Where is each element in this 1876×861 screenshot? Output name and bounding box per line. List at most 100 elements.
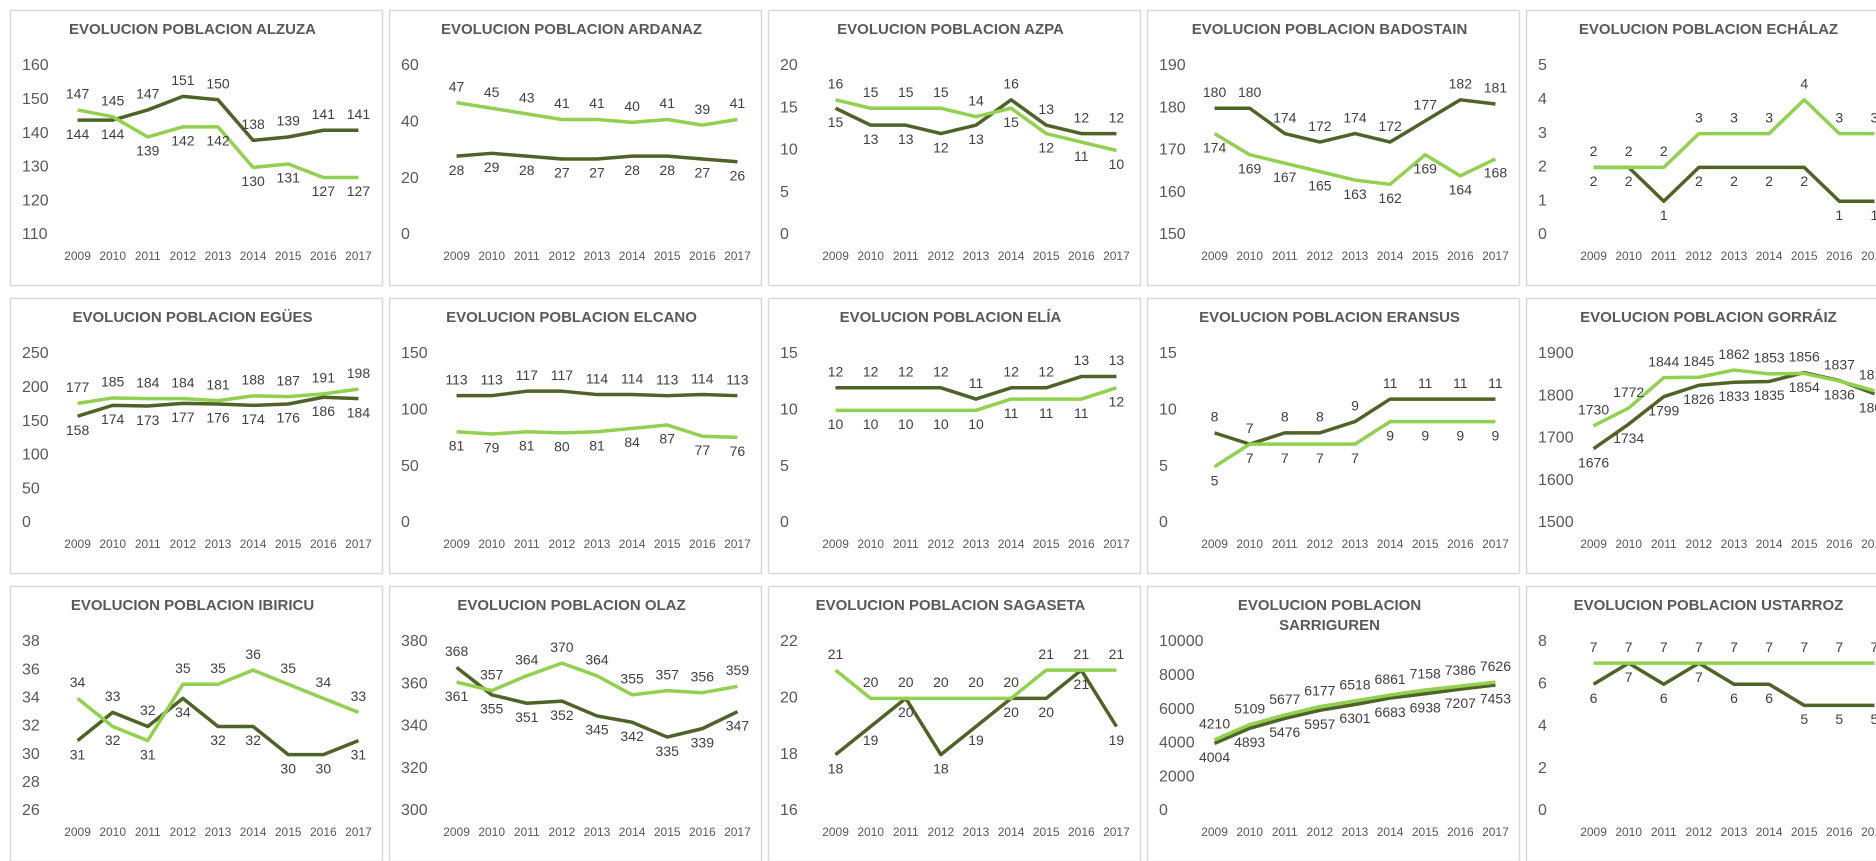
x-tick-label: 2012 [1686,825,1713,839]
panel-border [388,9,763,287]
chart-panel: EVOLUCION POBLACION GORRÁIZ1500160017001… [1525,297,1876,575]
x-tick-label: 2011 [1651,537,1677,551]
x-tick-label: 2017 [345,537,372,551]
data-label: 1676 [1578,454,1609,470]
data-label: 11 [1004,405,1019,421]
data-label: 32 [105,732,121,748]
data-label: 1806 [1859,399,1876,415]
series-line [1214,98,1496,144]
x-tick-label: 2013 [1721,537,1748,551]
data-label: 2 [1625,173,1633,189]
data-label: 12 [1038,139,1054,155]
y-tick-label: 150 [22,91,49,108]
data-label: 13 [1074,352,1090,368]
data-label: 7 [1625,639,1633,655]
x-tick-label: 2010 [1615,249,1642,263]
data-label: 43 [519,90,535,106]
data-label: 131 [277,170,301,186]
data-label: 113 [656,371,679,387]
data-label: 40 [624,98,640,114]
series-line [1213,683,1496,745]
data-label: 11 [1453,375,1468,391]
y-tick-label: 15 [1159,345,1177,362]
data-label: 1835 [1754,387,1785,403]
x-tick-label: 2011 [135,537,161,551]
y-tick-label: 1800 [1538,387,1574,404]
data-label: 6938 [1410,699,1441,715]
y-tick-label: 28 [22,774,40,791]
data-label: 11 [1418,375,1433,391]
x-tick-label: 2009 [1201,825,1228,839]
x-tick-label: 2009 [1580,825,1607,839]
data-label: 8 [1211,409,1219,425]
x-tick-label: 2015 [1791,249,1818,263]
panel-border [1525,585,1876,861]
data-label: 21 [828,646,844,662]
y-tick-label: 4 [1538,718,1547,735]
data-label: 177 [171,409,195,425]
chart-panel: EVOLUCION POBLACION SAGASETA 16 18 20 22 2009… [767,585,1142,861]
x-tick-label: 2009 [822,825,849,839]
x-tick-label: 2011 [893,537,919,551]
data-label: 79 [484,440,500,456]
title-box: EVOLUCION POBLACION USTARROZ [1574,597,1844,614]
x-tick-label: 2011 [893,825,919,839]
data-label: 2 [1730,173,1738,189]
x-tick-label: 2017 [1861,825,1876,839]
x-tick-label: 2014 [998,825,1025,839]
data-label: 1833 [1718,388,1749,404]
y-tick-label: 1700 [1538,430,1574,447]
data-label: 19 [968,732,984,748]
data-label: 1799 [1648,402,1679,418]
data-label: 364 [515,652,539,668]
x-tick-label: 2016 [689,249,716,263]
data-label: 180 [1238,84,1262,100]
y-tick-label: 380 [401,633,428,650]
x-tick-label: 2014 [240,825,267,839]
title-box: EVOLUCION POBLACION OLAZ [457,597,685,614]
chart-title: EVOLUCION POBLACION IBIRICU [70,597,315,614]
data-label: 13 [898,131,914,147]
data-label: 177 [66,379,90,395]
y-tick-label: 160 [1159,184,1186,201]
chart-panel: EVOLUCION POBLACION IBIRICU 26 28 30 32 34 36 3… [9,585,384,861]
data-label: 41 [589,95,605,111]
data-label: 5957 [1304,716,1335,732]
x-tick-label: 2010 [99,825,126,839]
x-tick-label: 2013 [1342,825,1369,839]
data-label: 80 [554,439,570,455]
series-line [77,387,359,406]
title-box: EVOLUCION POBLACION SAGASETA [816,597,1086,614]
data-label: 347 [726,717,750,733]
data-label: 33 [105,688,121,704]
data-label: 2 [1590,143,1598,159]
y-tick-label: 38 [22,633,40,650]
title-box: EVOLUCION POBLACION ALZUZA [69,21,316,38]
x-tick-label: 2010 [478,537,505,551]
x-tick-label: 2015 [1033,825,1060,839]
data-label: 12 [863,364,879,380]
x-tick-label: 2012 [170,249,197,263]
data-label: 172 [1308,118,1332,134]
data-label: 6301 [1339,710,1370,726]
data-label: 177 [1414,97,1438,113]
data-label: 5 [1871,711,1876,727]
x-tick-label: 2015 [654,825,681,839]
title-box: EVOLUCION POBLACION BADOSTAIN [1191,21,1468,38]
x-tick-label: 2010 [1615,825,1642,839]
x-tick-label: 2011 [135,825,161,839]
data-label: 3 [1835,109,1843,125]
y-tick-label: 340 [401,718,428,735]
data-label: 184 [171,374,195,390]
data-label: 18 [828,760,844,776]
data-label: 181 [206,376,230,392]
data-label: 6 [1590,690,1598,706]
data-label: 7 [1590,639,1598,655]
data-label: 356 [691,668,715,684]
x-tick-label: 2012 [170,825,197,839]
chart-panel: EVOLUCION POBLACION BADOSTAIN 150 160 170 18… [1146,9,1521,287]
chart-title: EVOLUCION POBLACION BADOSTAIN [1191,21,1468,38]
series-line [834,668,1117,701]
data-label: 2 [1695,173,1703,189]
